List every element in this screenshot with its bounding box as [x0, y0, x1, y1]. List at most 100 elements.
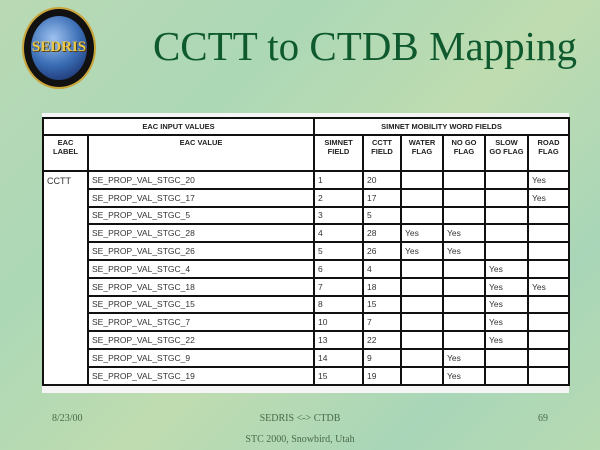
table-cell: 1: [313, 170, 364, 190]
footer-title: SEDRIS <-> CTDB: [259, 413, 341, 424]
column-header: NO GO FLAG: [442, 134, 486, 172]
table-row: SE_PROP_VAL_STGC_4 6 4 Yes: [43, 258, 570, 279]
table-cell: Yes: [527, 187, 570, 208]
footer-event: STC 2000, Snowbird, Utah: [245, 434, 355, 445]
column-header: EAC VALUE: [87, 134, 315, 172]
table-cell: [484, 223, 529, 244]
table-cell: SE_PROP_VAL_STGC_17: [87, 187, 315, 208]
column-header: EAC LABEL: [42, 134, 89, 172]
table-cell: [442, 312, 486, 333]
table-cell: Yes: [400, 241, 444, 261]
table-cell: 10: [313, 312, 364, 333]
table-cell: Yes: [442, 223, 486, 244]
table-cell: [527, 241, 570, 261]
table-cell: Yes: [442, 347, 486, 368]
table-cell: [484, 170, 529, 190]
table-cell: SE_PROP_VAL_STGC_18: [87, 276, 315, 297]
table-cell: 19: [362, 365, 402, 386]
column-header: CCTT FIELD: [362, 134, 402, 172]
table-cell: [400, 365, 444, 386]
table-cell: [400, 205, 444, 226]
table-cell: 20: [362, 170, 402, 190]
table-cell: 5: [313, 241, 364, 261]
table-row: SE_PROP_VAL_STGC_28 4 28 Yes Yes: [43, 223, 570, 244]
table-cell: Yes: [484, 258, 529, 279]
table-cell: SE_PROP_VAL_STGC_9: [87, 347, 315, 368]
table-cell: [442, 205, 486, 226]
table-cell: SE_PROP_VAL_STGC_15: [87, 294, 315, 315]
table-cell: Yes: [400, 223, 444, 244]
table-cell: 28: [362, 223, 402, 244]
table-cell: [400, 276, 444, 297]
table-cell: [484, 241, 529, 261]
table-cell: SE_PROP_VAL_STGC_4: [87, 258, 315, 279]
table-cell: [400, 347, 444, 368]
table-row: SE_PROP_VAL_STGC_15 8 15 Yes: [43, 294, 570, 315]
column-header: ROAD FLAG: [527, 134, 570, 172]
table-cell: [527, 365, 570, 386]
table-cell: [484, 365, 529, 386]
table-cell: [442, 258, 486, 279]
table-cell: Yes: [484, 294, 529, 315]
table-cell: [400, 258, 444, 279]
table-cell: [527, 294, 570, 315]
table-cell: [400, 330, 444, 350]
table-cell: [484, 205, 529, 226]
table-cell: SE_PROP_VAL_STGC_26: [87, 241, 315, 261]
table-cell: [400, 312, 444, 333]
table-row: SE_PROP_VAL_STGC_19 15 19 Yes: [43, 365, 570, 386]
table-cell: [527, 223, 570, 244]
table-cell: [400, 294, 444, 315]
table-cell: [442, 170, 486, 190]
table-cell: Yes: [484, 330, 529, 350]
column-header: SLOW GO FLAG: [484, 134, 529, 172]
table-cell: 5: [362, 205, 402, 226]
group-header-eac: EAC INPUT VALUES: [42, 117, 315, 136]
logo-text: SEDRIS: [31, 39, 87, 55]
column-header: WATER FLAG: [400, 134, 444, 172]
table-cell: 9: [362, 347, 402, 368]
table-cell: [442, 330, 486, 350]
table-cell: 8: [313, 294, 364, 315]
table-cell: [484, 347, 529, 368]
table-cell: [527, 347, 570, 368]
table-row: SE_PROP_VAL_STGC_17 2 17 Yes: [43, 187, 570, 208]
globe-icon: [31, 16, 87, 80]
table-cell: Yes: [484, 276, 529, 297]
page-number: 69: [538, 413, 548, 424]
eac-label-cell: CCTT: [42, 170, 89, 386]
slide-title: CCTT to CTDB Mapping: [152, 23, 578, 69]
table-cell: SE_PROP_VAL_STGC_7: [87, 312, 315, 333]
table-cell: [527, 258, 570, 279]
table-cell: 4: [362, 258, 402, 279]
table-cell: SE_PROP_VAL_STGC_22: [87, 330, 315, 350]
table-row: SE_PROP_VAL_STGC_26 5 26 Yes Yes: [43, 241, 570, 261]
table-cell: 22: [362, 330, 402, 350]
table-cell: 7: [362, 312, 402, 333]
table-row: SE_PROP_VAL_STGC_9 14 9 Yes: [43, 347, 570, 368]
table-row: SE_PROP_VAL_STGC_7 10 7 Yes: [43, 312, 570, 333]
table-cell: [400, 170, 444, 190]
table-cell: [527, 330, 570, 350]
table-cell: [400, 187, 444, 208]
table-cell: 14: [313, 347, 364, 368]
table-row: CCTT SE_PROP_VAL_STGC_20 1 20 Yes: [42, 170, 570, 386]
table-cell: [442, 294, 486, 315]
table-row: SE_PROP_VAL_STGC_18 7 18 Yes Yes: [43, 276, 570, 297]
table-cell: SE_PROP_VAL_STGC_20: [87, 170, 315, 190]
table-cell: 7: [313, 276, 364, 297]
table-cell: 15: [313, 365, 364, 386]
table-cell: 13: [313, 330, 364, 350]
table-row: SE_PROP_VAL_STGC_22 13 22 Yes: [43, 330, 570, 350]
table-cell: [484, 187, 529, 208]
group-header-simnet: SIMNET MOBILITY WORD FIELDS: [313, 117, 570, 136]
table-cell: 15: [362, 294, 402, 315]
table-cell: 3: [313, 205, 364, 226]
table-cell: 18: [362, 276, 402, 297]
table-cell: Yes: [442, 241, 486, 261]
table-cell: [442, 276, 486, 297]
table-cell: Yes: [484, 312, 529, 333]
table-cell: [527, 312, 570, 333]
table-cell: 26: [362, 241, 402, 261]
sedris-logo: SEDRIS: [22, 7, 96, 89]
